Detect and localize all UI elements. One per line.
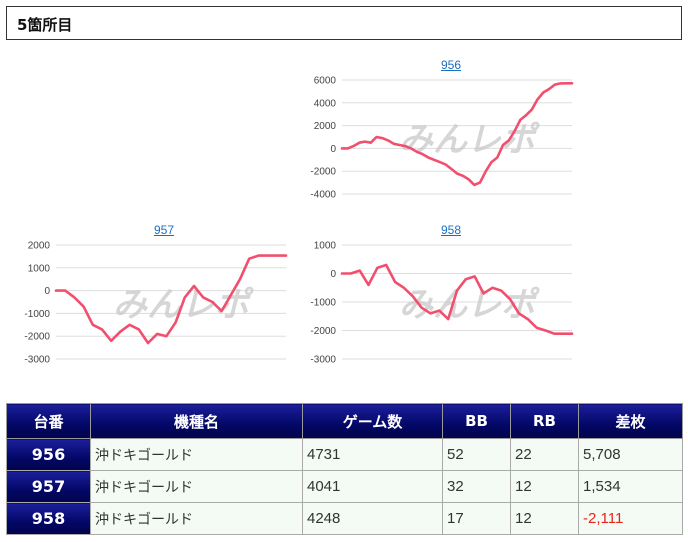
- y-tick-label: -4000: [310, 190, 336, 201]
- chart-958-link[interactable]: 958: [441, 223, 462, 237]
- y-tick-label: 4000: [314, 98, 337, 109]
- watermark-logo: みんレポ: [399, 286, 540, 324]
- series-line: [54, 254, 288, 345]
- cell-games: 4041: [302, 470, 443, 503]
- table-row: 956 沖ドキゴールド 4731 52 22 5,708: [6, 438, 683, 471]
- cell-rb: 12: [510, 470, 579, 503]
- y-tick-label: -1000: [310, 298, 336, 309]
- y-tick-label: -3000: [310, 355, 336, 366]
- cell-games: 4248: [302, 502, 443, 535]
- cell-machine-no: 957: [6, 470, 91, 503]
- y-tick-label: 0: [330, 269, 336, 280]
- y-tick-label: 1000: [314, 241, 337, 252]
- chart-958: 958 1000 0 -1000 -2000 -3000 みんレポ: [300, 219, 590, 369]
- cell-diff: -2,111: [578, 502, 683, 535]
- header-diff: 差枚: [578, 403, 683, 439]
- header-rb: RB: [510, 403, 579, 439]
- table-row: 958 沖ドキゴールド 4248 17 12 -2,111: [6, 502, 683, 535]
- chart-957-plot: 2000 1000 0 -1000 -2000 -3000 みんレポ: [24, 241, 288, 366]
- cell-bb: 52: [442, 438, 511, 471]
- y-tick-label: -2000: [24, 332, 50, 343]
- section-title: 5箇所目: [17, 16, 73, 34]
- y-tick-label: 0: [44, 286, 50, 297]
- cell-machine-no: 958: [6, 502, 91, 535]
- chart-957-link[interactable]: 957: [154, 223, 175, 237]
- cell-model: 沖ドキゴールド: [90, 470, 303, 503]
- table-row: 957 沖ドキゴールド 4041 32 12 1,534: [6, 470, 683, 503]
- cell-rb: 22: [510, 438, 579, 471]
- cell-machine-no: 956: [6, 438, 91, 471]
- header-games: ゲーム数: [302, 403, 443, 439]
- section-header: 5箇所目: [6, 6, 682, 40]
- cell-diff: 1,534: [578, 470, 683, 503]
- y-tick-label: 2000: [314, 121, 337, 132]
- series-line: [340, 81, 574, 187]
- chart-957: 957 2000 1000 0 -1000 -2000 -3000 みんレポ: [14, 219, 304, 369]
- watermark-logo: みんレポ: [113, 286, 254, 324]
- chart-956-link[interactable]: 956: [441, 58, 462, 72]
- cell-bb: 17: [442, 502, 511, 535]
- series-line: [340, 263, 574, 335]
- y-tick-label: -2000: [310, 167, 336, 178]
- y-tick-label: -1000: [24, 309, 50, 320]
- cell-diff: 5,708: [578, 438, 683, 471]
- table-header-row: 台番 機種名 ゲーム数 BB RB 差枚: [6, 403, 683, 439]
- y-tick-label: 2000: [28, 241, 51, 252]
- y-tick-label: -2000: [310, 326, 336, 337]
- y-tick-label: 0: [330, 144, 336, 155]
- header-bb: BB: [442, 403, 511, 439]
- header-model: 機種名: [90, 403, 303, 439]
- header-machine-no: 台番: [6, 403, 91, 439]
- cell-bb: 32: [442, 470, 511, 503]
- y-tick-label: -3000: [24, 355, 50, 366]
- cell-rb: 12: [510, 502, 579, 535]
- cell-model: 沖ドキゴールド: [90, 438, 303, 471]
- y-tick-label: 6000: [314, 76, 337, 87]
- data-table: 台番 機種名 ゲーム数 BB RB 差枚 956 沖ドキゴールド 4731 52…: [6, 403, 683, 535]
- y-tick-label: 1000: [28, 263, 51, 274]
- cell-games: 4731: [302, 438, 443, 471]
- chart-958-plot: 1000 0 -1000 -2000 -3000 みんレポ: [310, 241, 574, 366]
- cell-model: 沖ドキゴールド: [90, 502, 303, 535]
- chart-956: 956 6000 4000 2000 0 -2000 -4000 みんレポ: [300, 54, 590, 204]
